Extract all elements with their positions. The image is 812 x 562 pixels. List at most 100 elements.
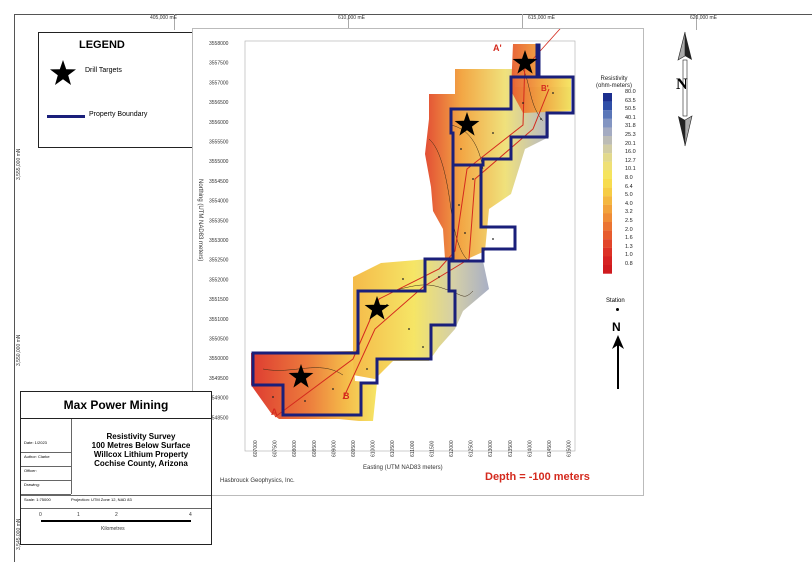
section-line-b — [342, 88, 550, 400]
callout-leader-line — [532, 29, 561, 60]
north-arrow-icon — [677, 31, 693, 147]
x-tick-label: 607000 — [253, 440, 259, 457]
grid-v-line-2 — [348, 14, 349, 30]
scale-row: Scale: 1:75000 Projection: UTM Zone 12, … — [21, 495, 211, 509]
x-tick-label: 610000 — [371, 440, 377, 457]
credit-text: Hasbrouck Geophysics, Inc. — [220, 478, 295, 484]
scale-tick-4: 4 — [189, 512, 192, 518]
colorbar-cell — [603, 204, 612, 214]
colorbar-cell — [603, 110, 612, 119]
top-tick-2: 610,000 mE — [338, 15, 365, 21]
x-tick-label: 610500 — [390, 440, 396, 457]
legend-boundary-label: Property Boundary — [89, 111, 148, 118]
title-divider — [71, 419, 72, 494]
station-north-arrow-icon — [612, 335, 624, 389]
section-label-a: A — [271, 407, 278, 417]
colorbar-cell — [603, 247, 612, 257]
property-boundary-north — [449, 43, 575, 167]
company-name: Max Power Mining — [21, 392, 211, 419]
y-tick-label: 3557500 — [209, 61, 229, 67]
title-line-3: Willcox Lithium Property — [93, 450, 189, 459]
legend-boundary-line — [47, 115, 85, 118]
drill-target-star-icon — [364, 296, 390, 320]
colorbar-cell — [603, 222, 612, 231]
x-tick-label: 613000 — [488, 440, 494, 457]
resistivity-fill-middle — [353, 259, 489, 379]
colorbar-tick-label: 50.5 — [625, 106, 636, 113]
y-tick-label: 3557000 — [209, 80, 229, 86]
drill-target-star-icon — [288, 364, 314, 388]
station-north-letter: N — [612, 320, 621, 334]
section-label-a-prime: A' — [493, 43, 502, 53]
x-tick-label: 615000 — [567, 440, 573, 457]
scale-text: Scale: 1:75000 — [24, 497, 51, 502]
x-tick-label: 612000 — [449, 440, 455, 457]
y-tick-label: 3556500 — [209, 100, 229, 106]
colorbar-cell — [603, 179, 612, 188]
y-tick-label: 3555500 — [209, 140, 229, 146]
drill-target-star-icon — [454, 112, 480, 136]
frame-left-line — [14, 14, 15, 562]
scale-unit: Kilometres — [101, 526, 125, 532]
colorbar-tick-label: 31.8 — [625, 123, 636, 130]
x-tick-label: 608000 — [292, 440, 298, 457]
y-tick-label: 3551000 — [209, 317, 229, 323]
colorbar-cell — [603, 136, 612, 145]
y-tick-label: 3548500 — [209, 415, 229, 421]
scale-bar: 0 1 2 4 Kilometres — [21, 508, 211, 544]
x-tick-label: 611000 — [410, 440, 416, 457]
y-tick-label: 3552000 — [209, 277, 229, 283]
x-tick-label: 609500 — [351, 440, 357, 457]
x-tick-label: 608500 — [312, 440, 318, 457]
legend-drill-label: Drill Targets — [85, 67, 122, 74]
resistivity-map-panel: A' B' A B Northing (UTM NAD83 meters) Ea… — [192, 28, 644, 496]
drill-target-star-icon — [512, 50, 538, 74]
colorbar-title: Resistivity (ohm-meters) — [595, 76, 632, 89]
colorbar-cell — [603, 101, 612, 111]
y-tick-label: 3550500 — [209, 337, 229, 343]
colorbar-tick-label: 63.5 — [625, 97, 636, 104]
info-row-author: Author: Clarke — [21, 453, 71, 467]
y-tick-label: 3549000 — [209, 396, 229, 402]
info-row-officer: Officer: — [21, 467, 71, 481]
y-tick-label: 3550000 — [209, 356, 229, 362]
scale-bar-segment — [78, 520, 116, 522]
y-tick-label: 3554000 — [209, 199, 229, 205]
resistivity-colorbar — [603, 93, 612, 274]
frame-top-line — [14, 14, 812, 15]
projection-text: Projection: UTM Zone 12, NAD 83 — [71, 497, 132, 502]
y-tick-label: 3553000 — [209, 238, 229, 244]
x-tick-label: 611500 — [429, 440, 435, 457]
y-tick-label: 3556000 — [209, 120, 229, 126]
colorbar-tick-label: 1.6 — [625, 235, 633, 242]
colorbar-cell — [603, 127, 612, 137]
colorbar-tick-label: 10.1 — [625, 166, 636, 173]
colorbar-tick-label: 1.0 — [625, 252, 633, 259]
section-label-b-prime: B' — [541, 84, 549, 93]
section-label-b: B — [343, 391, 350, 401]
colorbar-tick-label: 12.7 — [625, 157, 636, 164]
colorbar-tick-label: 40.1 — [625, 114, 636, 121]
colorbar-cell — [603, 239, 612, 248]
x-tick-label: 609000 — [331, 440, 337, 457]
colorbar-cell — [603, 196, 612, 205]
scale-bar-line — [41, 520, 191, 522]
top-tick-4: 620,000 mE — [690, 15, 717, 21]
scale-tick-1: 1 — [77, 512, 80, 518]
contour-line — [262, 367, 344, 376]
colorbar-tick-label: 25.3 — [625, 132, 636, 138]
y-tick-label: 3553500 — [209, 218, 229, 224]
colorbar-cell — [603, 144, 612, 154]
left-tick-2: 3,550,000 mN — [16, 334, 22, 366]
x-axis-label: Easting (UTM NAD83 meters) — [363, 465, 443, 471]
drill-target-star-icon — [50, 60, 76, 85]
grid-v-line-1 — [174, 14, 175, 30]
grid-v-line-3 — [522, 14, 523, 30]
colorbar-cell — [603, 170, 612, 180]
colorbar-tick-label: 0.8 — [625, 261, 633, 267]
left-tick-1: 3,555,000 mN — [16, 148, 22, 180]
y-tick-label: 3549500 — [209, 376, 229, 382]
x-tick-label: 607500 — [273, 440, 279, 457]
x-tick-label: 614000 — [527, 440, 533, 457]
colorbar-tick-label: 8.0 — [625, 175, 633, 181]
